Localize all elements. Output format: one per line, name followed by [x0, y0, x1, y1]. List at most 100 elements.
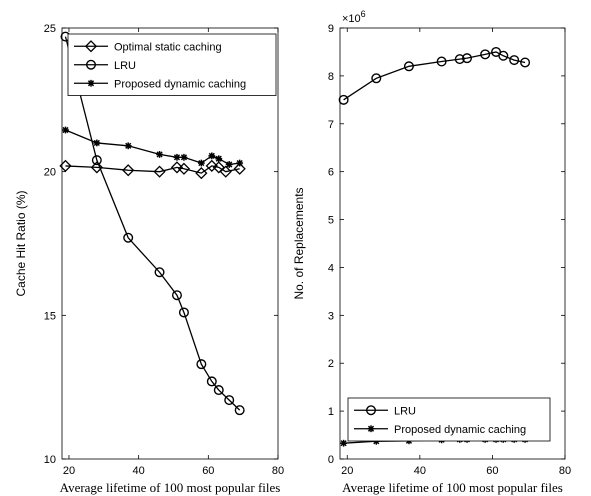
- data-point-star: [225, 161, 233, 168]
- legend-box: [347, 397, 551, 442]
- data-point-diamond: [90, 161, 103, 174]
- data-point-star: [340, 439, 348, 447]
- data-point-diamond: [170, 161, 184, 174]
- data-point-diamond: [59, 159, 72, 173]
- y-tick-label: 9: [328, 23, 334, 35]
- series-line: [343, 51, 526, 101]
- legend-marker-star: [87, 79, 95, 87]
- data-point-circle: [480, 49, 491, 60]
- data-point-diamond: [153, 165, 166, 178]
- data-point-diamond: [177, 162, 191, 175]
- data-point-star-stroke-3: [180, 154, 188, 161]
- x-tick-label: 60: [202, 465, 214, 477]
- y-tick-label: 0: [328, 454, 334, 466]
- legend-marker-star-stroke-3: [87, 80, 95, 87]
- data-point-star: [215, 155, 223, 163]
- y-tick-label: 1: [328, 406, 334, 418]
- y-tick-label: 5: [328, 215, 334, 227]
- chart-panel-1: 20 40 60 80 10 15 20 25 Average lifetime of 100 …: [14, 23, 284, 495]
- series-proposed-dynamic-caching: [62, 126, 244, 168]
- data-point-circle: [196, 359, 207, 370]
- data-point-star-stroke-3: [226, 161, 233, 168]
- data-point-star-stroke-3: [156, 151, 163, 158]
- y-tick-label: 8: [328, 71, 334, 83]
- data-point-circle: [436, 56, 447, 67]
- data-point-star-stroke-3: [340, 440, 347, 447]
- data-point-circle: [338, 94, 349, 105]
- series-optimal-static-caching: [59, 159, 246, 180]
- data-point-circle: [509, 55, 520, 66]
- y-tick-label: 25: [44, 23, 56, 35]
- plot-area-2: [339, 27, 566, 460]
- data-point-star-stroke-3: [198, 159, 205, 167]
- data-point-star: [197, 159, 205, 167]
- series-lru: [338, 46, 531, 105]
- data-point-diamond: [233, 162, 246, 175]
- series-lru: [60, 31, 245, 416]
- x-tick-label: 20: [63, 465, 75, 477]
- plot-area-1: [61, 27, 279, 460]
- data-point-star: [173, 153, 181, 161]
- legend-marker-star: [367, 425, 375, 433]
- data-point-star: [124, 142, 132, 150]
- legend-2: LRU Proposed dynamic caching: [347, 397, 551, 442]
- data-point-star: [93, 139, 101, 147]
- data-point-star-stroke-3: [215, 155, 222, 162]
- y-tick-label: 7: [328, 119, 334, 131]
- data-point-star: [156, 151, 163, 158]
- x-tick-label: 20: [341, 465, 353, 477]
- data-point-diamond: [212, 161, 225, 174]
- data-point-diamond: [195, 166, 208, 180]
- legend-marker-star-stroke-3: [367, 425, 375, 432]
- y-axis-label: No. of Replacements: [292, 187, 306, 299]
- data-point-circle: [371, 73, 382, 84]
- exponent-power: 6: [361, 9, 366, 19]
- data-point-star: [208, 152, 216, 160]
- data-point-circle: [454, 54, 465, 65]
- y-tick-label: 20: [44, 167, 56, 179]
- x-tick-label: 60: [486, 465, 498, 477]
- legend-entry-label: Optimal static caching: [114, 41, 222, 53]
- x-tick-label: 40: [133, 465, 145, 477]
- data-point-circle: [462, 53, 473, 64]
- data-point-star-stroke-3: [93, 139, 100, 147]
- data-point-circle: [520, 57, 531, 68]
- legend-1: Optimal static caching LRU Proposed dynami…: [67, 33, 277, 96]
- data-point-circle: [154, 267, 165, 278]
- y-tick-label: 15: [44, 310, 56, 322]
- legend-marker-diamond: [84, 40, 98, 53]
- y-axis-exponent: ×106: [342, 9, 366, 25]
- x-tick-label: 80: [272, 465, 284, 477]
- data-point-diamond: [219, 165, 232, 178]
- legend-marker-circle: [366, 405, 377, 416]
- data-point-circle: [206, 376, 217, 387]
- series-line: [65, 165, 240, 174]
- y-tick-label: 6: [328, 167, 334, 179]
- exponent-base: ×10: [342, 13, 361, 25]
- legend-entry-label: Proposed dynamic caching: [394, 424, 526, 436]
- chart-panel-2: 20 40 60 80 0 1 2 3 4 5 6 7 8 9 Average lifetime of 10…: [292, 9, 571, 495]
- legend-marker-circle: [85, 59, 96, 70]
- y-tick-label: 4: [328, 262, 334, 274]
- legend-entry-label: LRU: [394, 405, 416, 417]
- data-point-star-stroke-3: [125, 142, 132, 149]
- data-point-circle: [91, 155, 102, 166]
- data-point-diamond: [122, 164, 135, 177]
- data-point-circle: [403, 61, 414, 72]
- x-tick-label: 80: [559, 465, 571, 477]
- y-tick-label: 2: [328, 358, 334, 370]
- data-point-star: [62, 126, 69, 134]
- data-point-star-stroke-3: [236, 159, 243, 167]
- legend-entry-label: Proposed dynamic caching: [114, 78, 246, 90]
- y-tick-label: 3: [328, 310, 334, 322]
- data-point-circle: [224, 395, 235, 406]
- data-point-circle: [178, 307, 189, 318]
- legend-entry-label: LRU: [114, 60, 136, 72]
- data-point-star: [236, 159, 244, 167]
- data-point-circle: [498, 50, 509, 61]
- data-point-star-stroke-3: [208, 152, 215, 159]
- x-axis-label: Average lifetime of 100 most popular fil…: [342, 480, 563, 495]
- x-axis-label: Average lifetime of 100 most popular fil…: [60, 480, 281, 495]
- data-point-circle: [213, 385, 224, 396]
